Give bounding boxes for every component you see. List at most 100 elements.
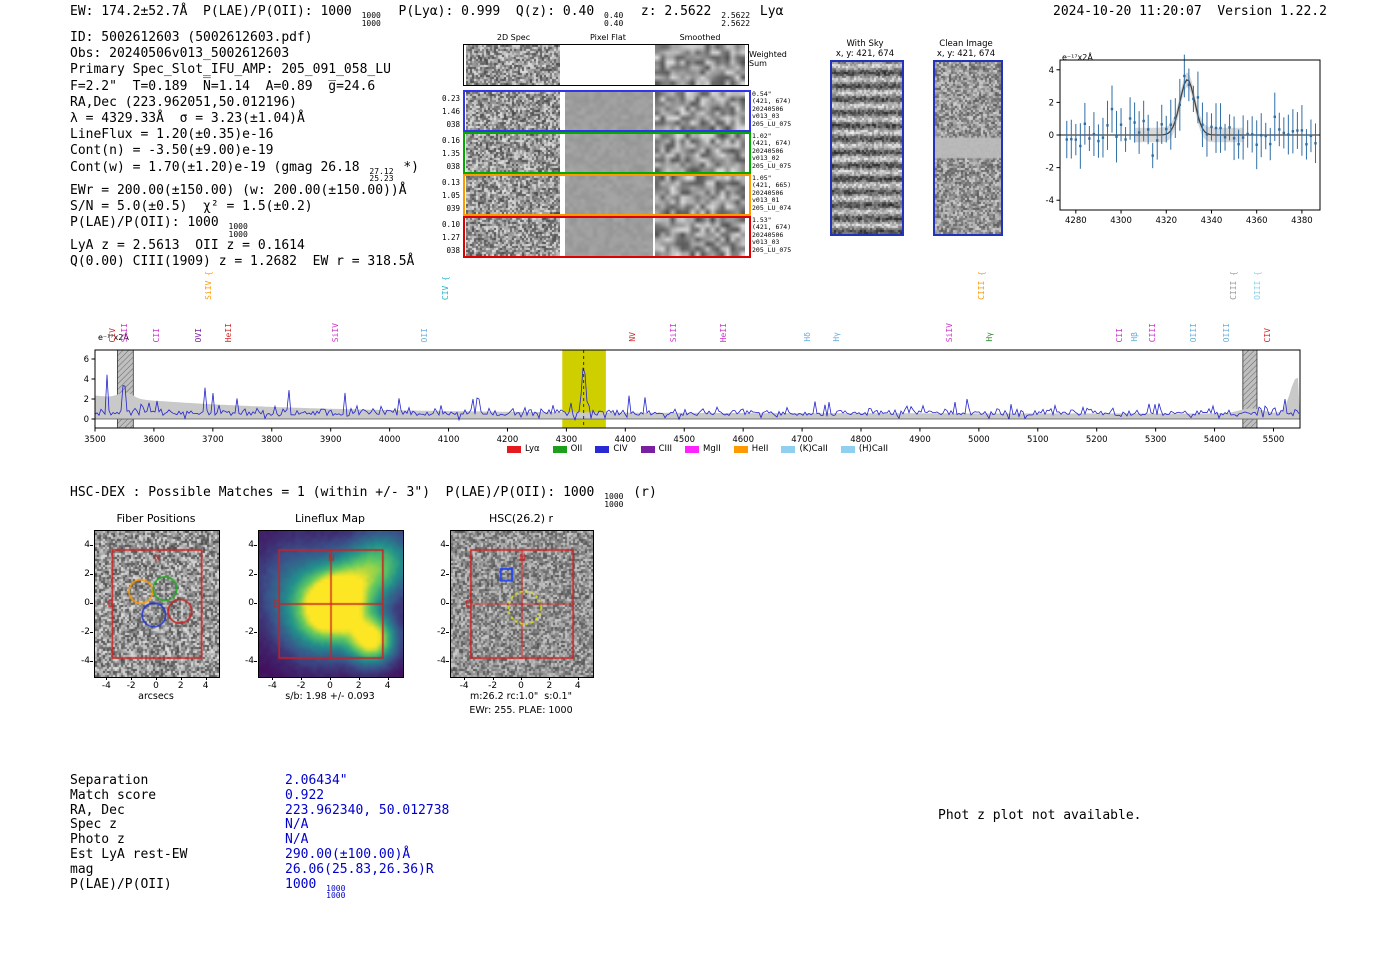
axis-tick-label: 2 — [84, 568, 90, 579]
emission-line-label: SiII — [669, 322, 679, 342]
legend-label: MgII — [703, 444, 721, 454]
svg-text:3700: 3700 — [202, 435, 224, 445]
emission-line-label: CIII { — [976, 271, 986, 300]
stacked-fraction: 2.5622 2.5622 — [721, 11, 751, 28]
stacked-fraction: 0.40 0.40 — [604, 11, 624, 28]
stacked-fraction: 1000 1000 — [361, 11, 381, 28]
axis-tick-label: 4 — [248, 539, 254, 550]
pixelflat-cutout — [565, 218, 653, 256]
info-line: LineFlux = 1.20(±0.35)e-16 — [70, 127, 274, 143]
info-line: S/N = 5.0(±0.5) χ² = 1.5(±0.2) — [70, 198, 313, 214]
axis-tick-mark — [205, 677, 207, 680]
hsc-cutout-title: HSC(26.2) r — [488, 512, 554, 525]
stacked-fraction: 27.12 25.23 — [369, 166, 394, 184]
legend-label: (H)CaII — [858, 444, 888, 454]
with-sky-coords: x, y: 421, 674 — [835, 49, 895, 59]
legend-swatch — [552, 445, 567, 453]
svg-text:0: 0 — [1049, 131, 1054, 141]
spec2d-cutout — [466, 92, 560, 130]
emission-line-label: CIII — [1147, 322, 1157, 342]
axis-tick-label: 0 — [518, 681, 524, 691]
info-line: P(LAE)/P(OII): 1000 1000 1000 — [70, 215, 248, 239]
legend-item: CIII — [640, 444, 672, 454]
stacked-fraction: 1000 1000 — [326, 883, 346, 901]
legend-label: HeII — [751, 444, 769, 454]
axis-tick-mark — [90, 544, 93, 546]
smoothed-cutout — [655, 218, 745, 256]
legend-item: HeII — [733, 444, 769, 454]
emission-line-label: SiIV — [945, 322, 955, 342]
spec2d-row-weights: 0.13 1.05 039 — [441, 178, 460, 213]
hsc-match-header: HSC-DEX : Possible Matches = 1 (within +… — [70, 485, 657, 509]
spec2d-cutout — [466, 176, 560, 214]
spec2d-cutout — [466, 45, 560, 85]
match-table-label: Separation — [70, 773, 149, 788]
axis-tick-mark — [90, 603, 93, 604]
axis-tick-mark — [254, 544, 257, 546]
match-table-value: 0.922 — [285, 787, 325, 803]
svg-text:4400: 4400 — [614, 435, 636, 445]
axis-tick-label: -4 — [81, 656, 90, 667]
arcsecs-axis-label: arcsecs — [138, 691, 174, 702]
svg-text:0: 0 — [84, 415, 89, 425]
with-sky-title: With Sky — [846, 39, 884, 49]
spec2d-row-border — [463, 174, 751, 216]
svg-text:4500: 4500 — [673, 435, 695, 445]
emission-line-label: CIV — [1263, 327, 1273, 342]
svg-text:4300: 4300 — [556, 435, 578, 445]
timestamp-version: 2024-10-20 11:20:07 Version 1.22.2 — [1053, 4, 1327, 19]
svg-text:5000: 5000 — [968, 435, 990, 445]
axis-tick-label: 2 — [355, 681, 362, 691]
emission-line-label: OIII { — [1252, 271, 1262, 300]
spec2d-row-weights: 0.16 1.35 038 — [441, 136, 460, 171]
match-table-value: 290.00(±100.00)Å — [285, 847, 411, 862]
photz-note: Phot z plot not available. — [938, 808, 1142, 823]
match-table-value: 223.962340, 50.012738 — [285, 802, 450, 818]
smoothed-cutout — [655, 176, 745, 214]
weighted-sum-label: Sum — [749, 59, 767, 68]
line-fit-inset-plot: 4280 4300 4320 4340 4360 4380 -4 -2 0 2 4 — [1046, 54, 1321, 226]
emission-line-label: Hγ — [831, 332, 841, 342]
inset-units-label: e⁻¹⁷x2Å — [1062, 53, 1093, 62]
info-line: Primary Spec_Slot_IFU_AMP: 205_091_058_L… — [70, 62, 391, 78]
svg-text:3900: 3900 — [320, 435, 342, 445]
match-table-label: mag — [70, 861, 94, 877]
axis-tick-label: 4 — [384, 681, 391, 691]
smoothed-cutout — [655, 92, 745, 130]
svg-text:5200: 5200 — [1086, 435, 1108, 445]
summary-header: EW: 174.2±52.7Å P(LAE)/P(OII): 1000 1000… — [70, 4, 784, 28]
axis-tick-label: -2 — [81, 627, 90, 638]
axis-tick-label: 2 — [177, 681, 184, 691]
emission-line-label: Hδ — [802, 332, 812, 342]
svg-text:4600: 4600 — [732, 435, 754, 445]
spec2d-cutout — [466, 218, 560, 256]
legend-swatch — [685, 445, 700, 453]
svg-text:5400: 5400 — [1204, 435, 1226, 445]
legend-label: CIV — [613, 444, 628, 454]
emission-line-label: Hβ — [1130, 332, 1140, 342]
spec2d-row-annotation: 1.02" (421, 674) 20240506 v013_02 205_LU… — [752, 132, 792, 170]
legend-label: Lyα — [525, 444, 540, 454]
axis-tick-mark — [446, 661, 449, 663]
spec2d-row-weights: 0.10 1.27 038 — [441, 220, 460, 255]
spec2d-row-border — [463, 132, 751, 174]
emission-line-label: SiIV { — [203, 271, 213, 300]
axis-tick-mark — [90, 573, 93, 575]
axis-tick-label: -2 — [437, 627, 446, 638]
spec2d-row-annotation: 1.53" (421, 674) 20240506 v013_03 205_LU… — [752, 216, 792, 254]
svg-text:3600: 3600 — [143, 435, 165, 445]
spec2d-row-border — [463, 216, 751, 258]
axis-tick-label: 4 — [574, 681, 581, 691]
axis-tick-label: 0 — [248, 598, 254, 608]
axis-tick-mark — [90, 632, 93, 634]
lineflux-caption: s/b: 1.98 +/- 0.093 — [285, 691, 375, 702]
stacked-fraction: 1000 1000 — [604, 492, 624, 509]
clean-image-title: Clean Image — [939, 39, 993, 49]
match-table-value: 2.06434" — [285, 773, 348, 788]
svg-text:4280: 4280 — [1065, 216, 1087, 226]
match-table-label: P(LAE)/P(OII) — [70, 876, 172, 892]
clean-image-coords: x, y: 421, 674 — [936, 49, 996, 59]
info-line: Obs: 20240506v013_5002612603 — [70, 46, 290, 62]
axis-tick-label: -4 — [245, 656, 254, 667]
axis-tick-mark — [156, 677, 157, 680]
